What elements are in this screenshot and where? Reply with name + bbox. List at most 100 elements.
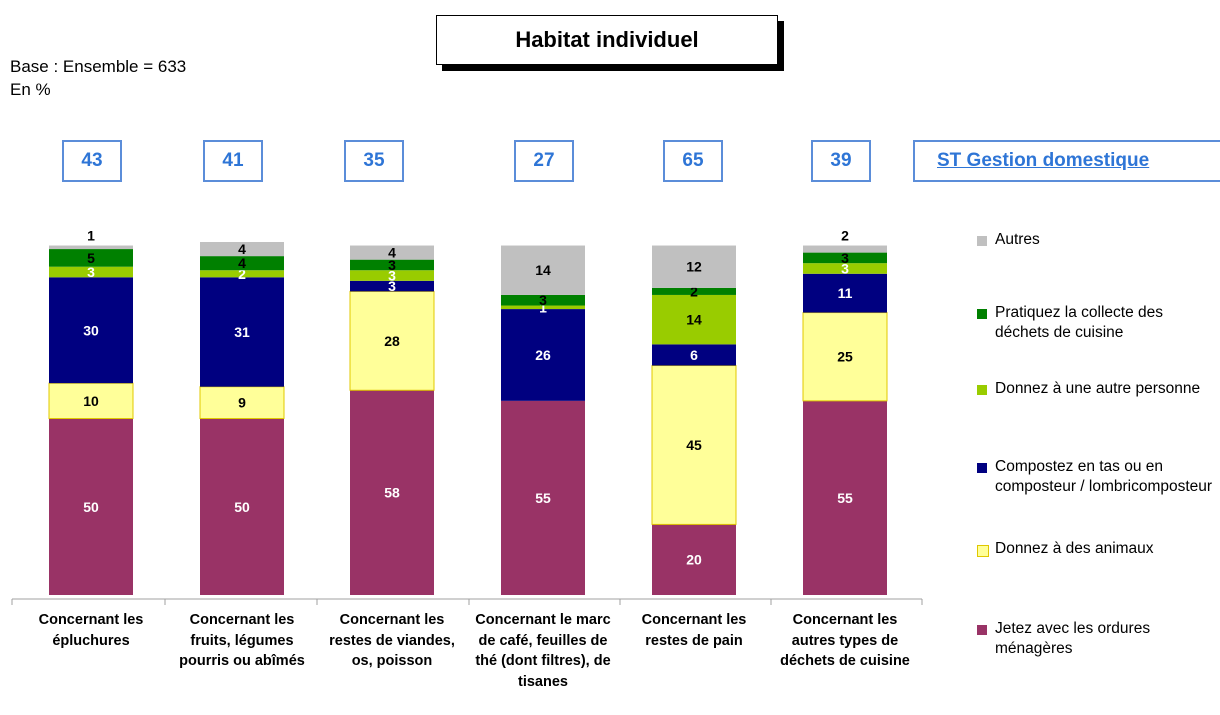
bar-value-label: 55	[837, 490, 853, 506]
bar-value-label: 58	[384, 485, 400, 501]
st-value-box: 41	[203, 140, 263, 182]
bar-segment	[200, 256, 284, 271]
bar-segment	[48, 382, 134, 420]
legend-swatch	[977, 309, 987, 319]
bar-segment	[49, 245, 133, 250]
bar-segment	[803, 245, 887, 253]
bar-segment	[803, 400, 887, 595]
bar-segment	[803, 273, 887, 313]
bar-value-label: 2	[238, 266, 246, 282]
bar-segment	[350, 270, 434, 281]
st-value-box: 65	[663, 140, 723, 182]
bar-value-label: 9	[238, 395, 246, 411]
bar-value-label: 3	[388, 268, 396, 284]
bar-segment	[49, 418, 133, 595]
bar-value-label: 25	[837, 349, 853, 365]
bar-segment	[501, 294, 585, 306]
chart-title: Habitat individuel	[515, 27, 699, 52]
legend-label: Autres	[995, 231, 1040, 248]
base-line-2: En %	[10, 80, 51, 99]
bar-segment	[651, 365, 737, 525]
legend-swatch	[977, 385, 987, 395]
bar-value-label: 3	[388, 257, 396, 273]
legend-label: Compostez en tas ou en composteur / lomb…	[995, 458, 1213, 495]
bar-segment	[652, 294, 736, 345]
category-label: Concernant les fruits, légumes pourris o…	[179, 612, 305, 669]
bar-segment	[199, 386, 285, 420]
bar-value-label: 3	[388, 278, 396, 294]
bar-value-label: 4	[238, 255, 246, 271]
bar-segment	[200, 418, 284, 595]
bar-value-label: 30	[83, 322, 99, 338]
bar-segment	[501, 309, 585, 401]
category-label: Concernant les autres types de déchets d…	[780, 612, 910, 669]
legend-label: Pratiquez la collecte des déchets de cui…	[995, 304, 1164, 341]
bar-segment	[802, 312, 888, 402]
bar-value-label: 28	[384, 333, 400, 349]
bar-value-label: 45	[686, 437, 702, 453]
base-line-1: Base : Ensemble = 633	[10, 57, 187, 76]
bar-segment	[501, 245, 585, 295]
bar-value-label: 1	[87, 228, 95, 244]
bar-value-label: 4	[388, 245, 396, 261]
bar-segment	[200, 270, 284, 278]
bar-segment	[200, 277, 284, 387]
bar-value-label: 2	[690, 283, 698, 299]
base-info: Base : Ensemble = 633 En %	[10, 55, 186, 101]
bar-value-label: 11	[838, 285, 853, 301]
bar-value-label: 4	[238, 241, 246, 257]
legend-label: Jetez avec les ordures ménagères	[995, 620, 1151, 657]
bar-value-label: 3	[539, 292, 547, 308]
legend-label: Donnez à une autre personne	[995, 380, 1201, 397]
st-gestion-label[interactable]: ST Gestion domestique	[937, 150, 1150, 171]
bar-value-label: 31	[234, 324, 250, 340]
st-value-box: 35	[344, 140, 404, 182]
legend-swatch	[977, 625, 987, 635]
bar-segment	[200, 242, 284, 257]
st-value-box: 39	[811, 140, 871, 182]
bar-segment	[49, 249, 133, 267]
bar-value-label: 55	[535, 490, 551, 506]
bar-segment	[652, 524, 736, 595]
category-label: Concernant les restes de viandes, os, po…	[329, 612, 455, 669]
bar-segment	[350, 245, 434, 260]
bar-segment	[349, 290, 435, 391]
bar-segment	[49, 277, 133, 384]
bar-segment	[501, 400, 585, 595]
bar-value-label: 26	[535, 347, 551, 363]
bar-value-label: 50	[234, 499, 250, 515]
legend-swatch	[977, 463, 987, 473]
category-label: Concernant le marc de café, feuilles de …	[475, 612, 611, 690]
bar-value-label: 5	[87, 250, 95, 266]
bar-value-label: 1	[539, 299, 547, 315]
bar-value-label: 3	[87, 264, 95, 280]
bar-segment	[803, 263, 887, 274]
bar-segment	[350, 280, 434, 292]
bar-value-label: 6	[690, 347, 698, 363]
bar-segment	[350, 390, 434, 595]
category-label: Concernant les épluchures	[38, 612, 144, 649]
bar-segment	[803, 252, 887, 264]
st-value-box: 27	[514, 140, 574, 182]
legend-swatch	[977, 236, 987, 246]
bar-value-label: 3	[841, 260, 849, 276]
bar-segment	[501, 305, 585, 310]
bar-segment	[350, 259, 434, 271]
bar-value-label: 2	[841, 228, 849, 244]
bar-value-label: 50	[83, 499, 99, 515]
st-gestion-label-box[interactable]: ST Gestion domestique	[913, 140, 1220, 182]
legend-swatch	[977, 545, 989, 557]
category-label: Concernant les restes de pain	[641, 612, 747, 649]
bar-segment	[652, 344, 736, 366]
chart-title-box: Habitat individuel	[436, 15, 778, 65]
bar-value-label: 10	[83, 393, 99, 409]
st-value-box: 43	[62, 140, 122, 182]
bar-value-label: 14	[686, 312, 702, 328]
bar-segment	[652, 287, 736, 295]
legend-label: Donnez à des animaux	[995, 540, 1154, 557]
bar-value-label: 3	[841, 250, 849, 266]
bar-segment	[49, 266, 133, 278]
bar-value-label: 14	[535, 262, 551, 278]
bar-value-label: 20	[686, 552, 702, 568]
